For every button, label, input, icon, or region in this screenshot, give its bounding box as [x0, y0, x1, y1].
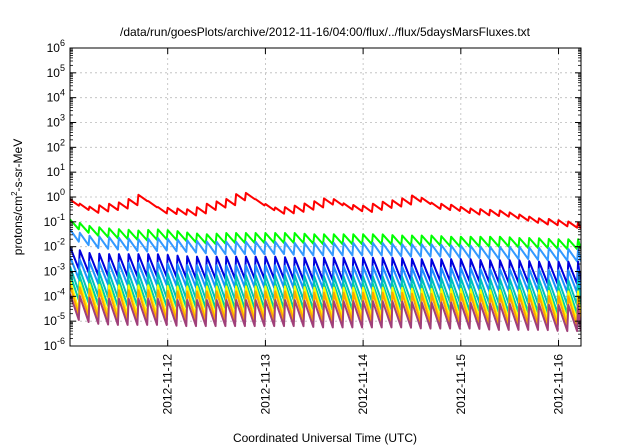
y-tick-label: 10-3 [44, 262, 65, 279]
axis-ticks [70, 47, 581, 347]
x-axis-label: Coordinated Universal Time (UTC) [233, 431, 417, 445]
y-tick-label: 10-5 [44, 311, 65, 328]
y-tick-exponent: -5 [57, 311, 65, 321]
y-tick-label: 100 [47, 187, 65, 204]
y-tick-label: 10-2 [44, 237, 65, 254]
y-tick-exponent: -2 [57, 237, 65, 247]
series-line-3 [70, 228, 581, 263]
y-tick-label: 104 [47, 88, 65, 105]
y-tick-exponent: 3 [60, 113, 65, 123]
y-tick-label: 102 [47, 137, 65, 154]
y-tick-exponent: 6 [60, 38, 65, 48]
y-axis-label-sup: 2 [10, 191, 19, 196]
y-tick-base: 10 [47, 140, 61, 154]
y-tick-label: 101 [47, 162, 65, 179]
y-axis-label-base: protons/cm [11, 196, 25, 255]
x-tick-labels: 2012-11-12 2012-11-13 2012-11-14 2012-11-15… [161, 354, 566, 415]
y-tick-base: 10 [47, 66, 61, 80]
y-tick-base: 10 [44, 240, 58, 254]
y-tick-label: 103 [47, 113, 65, 130]
x-tick-label: 2012-11-12 [161, 354, 175, 415]
y-tick-base: 10 [44, 215, 58, 229]
series-line-1 [70, 191, 581, 229]
y-tick-label: 10-4 [44, 286, 65, 303]
y-tick-base: 10 [47, 91, 61, 105]
series-line-2 [70, 218, 581, 251]
x-tick-label: 2012-11-15 [454, 354, 468, 415]
y-tick-label: 10-6 [44, 336, 65, 353]
y-tick-exponent: -1 [57, 212, 65, 222]
y-tick-base: 10 [44, 265, 58, 279]
x-tick-label: 2012-11-13 [258, 354, 272, 415]
y-tick-base: 10 [47, 116, 61, 130]
y-tick-base: 10 [47, 41, 61, 55]
plot-area [69, 47, 582, 347]
y-tick-exponent: -4 [57, 286, 65, 296]
y-tick-exponent: 4 [60, 88, 65, 98]
y-tick-exponent: -3 [57, 262, 65, 272]
y-tick-label: 106 [47, 38, 65, 55]
y-tick-labels: 10-610-510-410-310-210-11001011021031041… [44, 38, 65, 353]
y-tick-exponent: 0 [60, 187, 65, 197]
x-tick-label: 2012-11-16 [552, 354, 566, 415]
y-tick-base: 10 [47, 190, 61, 204]
y-axis-label-rest: -s-sr-MeV [11, 139, 25, 192]
y-tick-base: 10 [44, 289, 58, 303]
x-tick-label: 2012-11-14 [356, 354, 370, 415]
y-tick-exponent: 1 [60, 162, 65, 172]
y-tick-label: 105 [47, 63, 65, 80]
y-tick-base: 10 [44, 314, 58, 328]
y-tick-base: 10 [47, 165, 61, 179]
y-tick-label: 10-1 [44, 212, 65, 229]
y-axis-label: protons/cm2-s-sr-MeV [10, 139, 25, 255]
chart-title: /data/run/goesPlots/archive/2012-11-16/0… [120, 25, 531, 39]
y-tick-exponent: 5 [60, 63, 65, 73]
y-tick-base: 10 [44, 339, 58, 353]
series-line-10 [70, 293, 581, 333]
y-tick-exponent: 2 [60, 137, 65, 147]
y-tick-exponent: -6 [57, 336, 65, 346]
series-group [70, 191, 581, 333]
